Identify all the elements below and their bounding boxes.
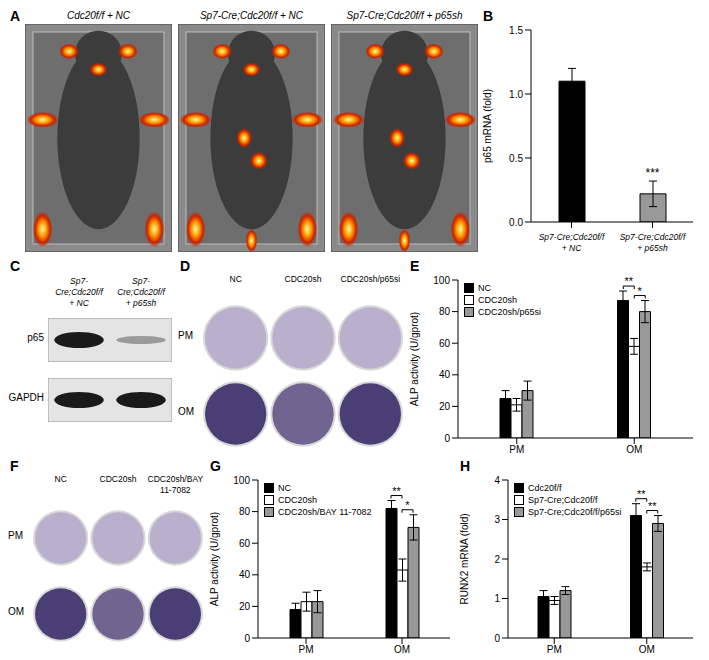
svg-text:0: 0 [444,433,450,444]
html-text:Sp7-Cre;Cdc20f/f: Sp7-Cre;Cdc20f/f [528,495,598,505]
html-text:H: H [460,458,471,474]
html-text:G: G [210,458,221,474]
html-text:OM: OM [178,406,195,417]
svg-text:100: 100 [233,475,250,486]
svg-text:*: * [405,499,410,511]
html-text:OM: OM [8,606,25,617]
html-text:Sp7-Cre;Cdc20f/f/p65si: Sp7-Cre;Cdc20f/f/p65si [528,507,622,517]
html-text:+ p65sh: + p65sh [125,298,157,308]
html-text:11-7082: 11-7082 [160,485,191,495]
html-text:D: D [180,258,191,274]
html-text:CDC20sh/p65si: CDC20sh/p65si [478,307,541,317]
svg-text:0.5: 0.5 [509,153,523,164]
svg-text:4: 4 [494,475,500,486]
html-text:+ NC: + NC [69,298,89,308]
svg-text:+ p65sh: + p65sh [637,243,668,253]
svg-text:3: 3 [494,514,500,525]
html-text:A: A [10,8,21,24]
html-text:GAPDH: GAPDH [8,392,44,403]
html-text:E: E [410,258,420,274]
html-text:CDC20sh/BAY 11-7082: CDC20sh/BAY 11-7082 [278,507,372,517]
html-text:p65: p65 [27,332,44,343]
svg-text:ALP activity (U/gprot): ALP activity (U/gprot) [209,512,220,606]
svg-text:**: ** [392,485,401,497]
html-text:NC: NC [229,274,242,284]
html-text:NC: NC [478,283,491,293]
html-text:CDC20sh/p65si: CDC20sh/p65si [340,274,401,284]
html-text:PM: PM [178,330,193,341]
svg-text:+ NC: + NC [562,243,582,253]
svg-text:1.5: 1.5 [509,25,523,36]
html-text:CDC20sh: CDC20sh [99,474,137,484]
svg-text:20: 20 [439,401,451,412]
svg-text:2: 2 [494,554,500,565]
svg-text:Sp7-Cre;Cdc20f/f: Sp7-Cre;Cdc20f/f [620,232,687,242]
svg-text:p65 mRNA (fold): p65 mRNA (fold) [482,89,493,163]
svg-text:1.0: 1.0 [509,89,523,100]
svg-text:80: 80 [439,306,451,317]
svg-text:0: 0 [494,633,500,644]
svg-text:PM: PM [547,644,562,655]
svg-text:20: 20 [239,601,251,612]
html-text:C: C [10,258,21,274]
html-text:Cdc20f/f: Cdc20f/f [528,483,562,493]
svg-text:60: 60 [439,338,451,349]
html-text:Cdc20f/f + NC: Cdc20f/f + NC [67,10,130,21]
html-text:B: B [483,8,494,24]
svg-text:OM: OM [626,444,642,455]
html-text:PM: PM [8,530,23,541]
svg-text:RUNX2 mRNA (fold): RUNX2 mRNA (fold) [459,513,470,604]
html-text:CDC20sh/BAY: CDC20sh/BAY [147,474,204,484]
html-text:CDC20sh: CDC20sh [284,274,322,284]
svg-text:***: *** [645,166,659,180]
svg-text:Sp7-Cre;Cdc20f/f: Sp7-Cre;Cdc20f/f [539,232,606,242]
svg-text:PM: PM [509,444,524,455]
html-text:Sp7-Cre;Cdc20f/f: Sp7-Cre;Cdc20f/f [55,276,103,297]
svg-text:PM: PM [299,644,314,655]
html-text:Sp7-Cre;Cdc20f/f + p65sh: Sp7-Cre;Cdc20f/f + p65sh [346,10,463,21]
html-text:Sp7-Cre;Cdc20f/f: Sp7-Cre;Cdc20f/f [117,276,165,297]
html-text:F: F [10,458,19,474]
html-text:CDC20sh: CDC20sh [278,495,317,505]
svg-text:OM: OM [639,644,655,655]
svg-text:**: ** [624,275,633,287]
svg-text:1: 1 [494,593,500,604]
svg-text:0: 0 [244,633,250,644]
svg-text:60: 60 [239,538,251,549]
svg-text:**: ** [637,488,646,500]
html-text:CDC20sh: CDC20sh [478,295,517,305]
html-text:NC: NC [278,483,291,493]
svg-text:**: ** [648,500,657,512]
svg-text:40: 40 [239,569,251,580]
svg-text:*: * [638,285,643,297]
svg-text:40: 40 [439,369,451,380]
html-text:NC: NC [54,474,67,484]
html-text:Sp7-Cre;Cdc20f/f + NC: Sp7-Cre;Cdc20f/f + NC [199,10,303,21]
svg-text:100: 100 [433,275,450,286]
svg-text:OM: OM [394,644,410,655]
svg-text:0.0: 0.0 [509,217,523,228]
svg-text:80: 80 [239,506,251,517]
svg-text:ALP activity (U/gprot): ALP activity (U/gprot) [409,312,420,406]
